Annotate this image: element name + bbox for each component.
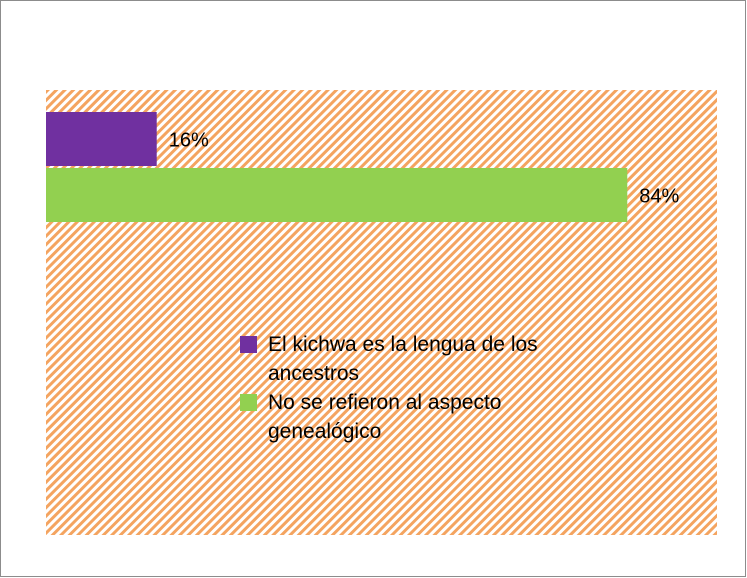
bar [46,168,628,222]
plot-area [46,90,717,535]
legend-label: El kichwa es la lengua de los ancestros [268,333,538,385]
legend-swatch [240,336,257,353]
data-label: 84% [639,185,679,207]
bar [46,112,157,166]
data-label: 16% [169,129,209,151]
legend-entry: No se refieron al aspecto genealógico [240,388,550,446]
legend-label: No se refieron al aspecto genealógico [268,391,502,443]
legend-entry: El kichwa es la lengua de los ancestros [240,330,550,388]
legend-swatch [240,394,257,411]
legend: El kichwa es la lengua de los ancestros N… [240,330,550,446]
